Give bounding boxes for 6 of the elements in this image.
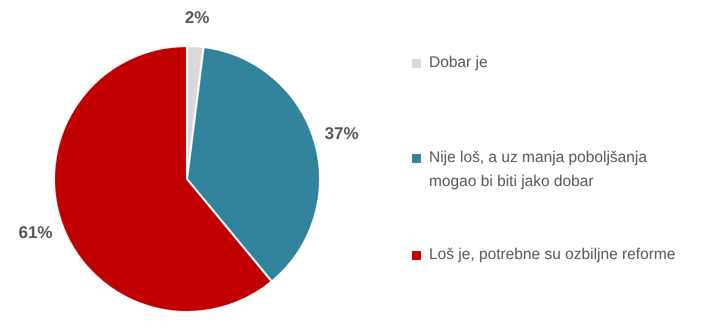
legend-label: Dobar je — [429, 53, 488, 73]
legend-label: Loš je, potrebne su ozbiljne reforme — [429, 245, 676, 265]
data-label: 2% — [184, 8, 210, 28]
data-label: 61% — [18, 223, 53, 242]
legend-label: Nije loš, a uz manja poboljšanja mogao bi biti jako dobar — [429, 148, 648, 192]
data-label: 37% — [324, 124, 359, 143]
